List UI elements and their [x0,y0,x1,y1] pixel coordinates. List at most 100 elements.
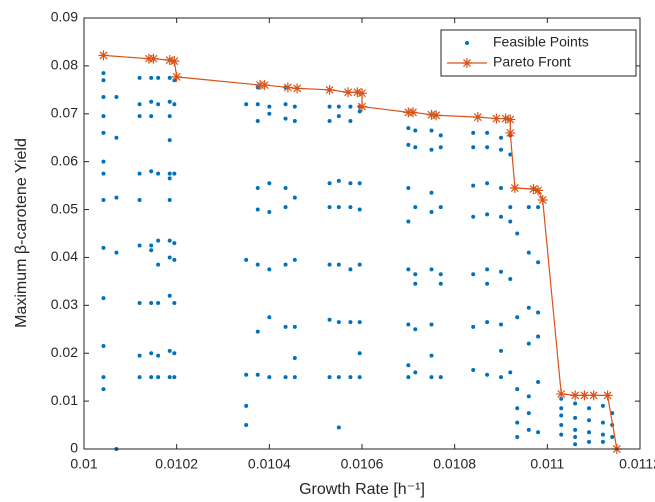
feasible-point [336,205,341,210]
feasible-point [283,324,288,329]
feasible-point [471,214,476,219]
feasible-point [336,262,341,267]
feasible-point [357,181,362,186]
feasible-point [600,403,605,408]
feasible-point [267,209,272,214]
feasible-point [485,212,490,217]
feasible-point [471,324,476,329]
feasible-point [255,329,260,334]
feasible-point [283,186,288,191]
feasible-point [348,320,353,325]
feasible-point [101,245,106,250]
feasible-point [587,418,592,423]
feasible-point [149,99,154,104]
feasible-point [156,300,161,305]
feasible-point [336,375,341,380]
feasible-point [508,205,513,210]
y-tick-label: 0.09 [51,9,78,25]
feasible-point [149,169,154,174]
x-tick-label: 0.0104 [248,456,291,472]
feasible-point [137,353,142,358]
feasible-point [114,95,119,100]
feasible-point [438,133,443,138]
feasible-point [172,375,177,380]
feasible-point [292,104,297,109]
feasible-point [137,197,142,202]
feasible-point [156,238,161,243]
feasible-point [499,147,503,152]
feasible-point [156,102,161,107]
pareto-point [292,83,303,94]
feasible-point [114,135,119,140]
feasible-point [137,114,142,119]
x-tick-label: 0.011 [530,456,564,472]
feasible-point [172,241,177,246]
feasible-point [255,102,260,107]
feasible-point [515,387,520,392]
feasible-point [101,71,106,76]
feasible-point [172,351,177,356]
feasible-point [327,118,332,123]
feasible-point [101,95,106,100]
feasible-point [499,214,503,219]
feasible-point [101,197,106,202]
feasible-point [101,114,106,119]
feasible-point [156,262,161,267]
feasible-point [348,375,353,380]
feasible-point [167,114,172,119]
feasible-point [327,375,332,380]
feasible-point [536,430,541,435]
feasible-point [429,190,434,195]
feasible-point [255,372,260,377]
pareto-point [171,71,182,82]
x-tick-label: 0.0106 [341,456,384,472]
feasible-point [600,432,605,437]
feasible-point [429,353,434,358]
x-tick-label: 0.0102 [155,456,198,472]
feasible-point [357,351,362,356]
legend-marker [465,41,469,45]
feasible-point [149,375,154,380]
feasible-point [336,320,341,325]
feasible-point [406,142,411,147]
pareto-point [148,53,159,64]
feasible-point [438,145,443,150]
legend-label: Pareto Front [493,54,571,70]
feasible-point [101,375,106,380]
feasible-point [499,375,503,380]
feasible-point [485,372,490,377]
feasible-point [292,356,297,361]
feasible-point [137,300,142,305]
feasible-point [499,186,503,191]
pareto-point [282,82,293,93]
feasible-point [559,432,564,437]
feasible-point [156,171,161,176]
feasible-point [526,250,531,255]
feasible-point [610,435,615,440]
feasible-point [438,375,443,380]
feasible-point [587,406,592,411]
feasible-point [348,104,353,109]
feasible-point [292,324,297,329]
feasible-point [536,260,541,265]
feasible-point [515,231,520,236]
feasible-point [283,375,288,380]
feasible-point [137,171,142,176]
pareto-point [528,183,539,194]
legend-marker [462,58,472,68]
pareto-point [431,110,442,121]
feasible-point [167,293,172,298]
feasible-point [536,334,541,339]
feasible-point [429,375,434,380]
pareto-point [602,390,613,401]
feasible-point [485,145,490,150]
feasible-point [283,262,288,267]
feasible-point [499,135,503,140]
feasible-point [267,104,272,109]
feasible-point [292,257,297,262]
x-axis-label: Growth Rate [h⁻¹] [299,481,425,498]
feasible-point [485,130,490,135]
feasible-point [485,320,490,325]
feasible-point [101,78,106,83]
